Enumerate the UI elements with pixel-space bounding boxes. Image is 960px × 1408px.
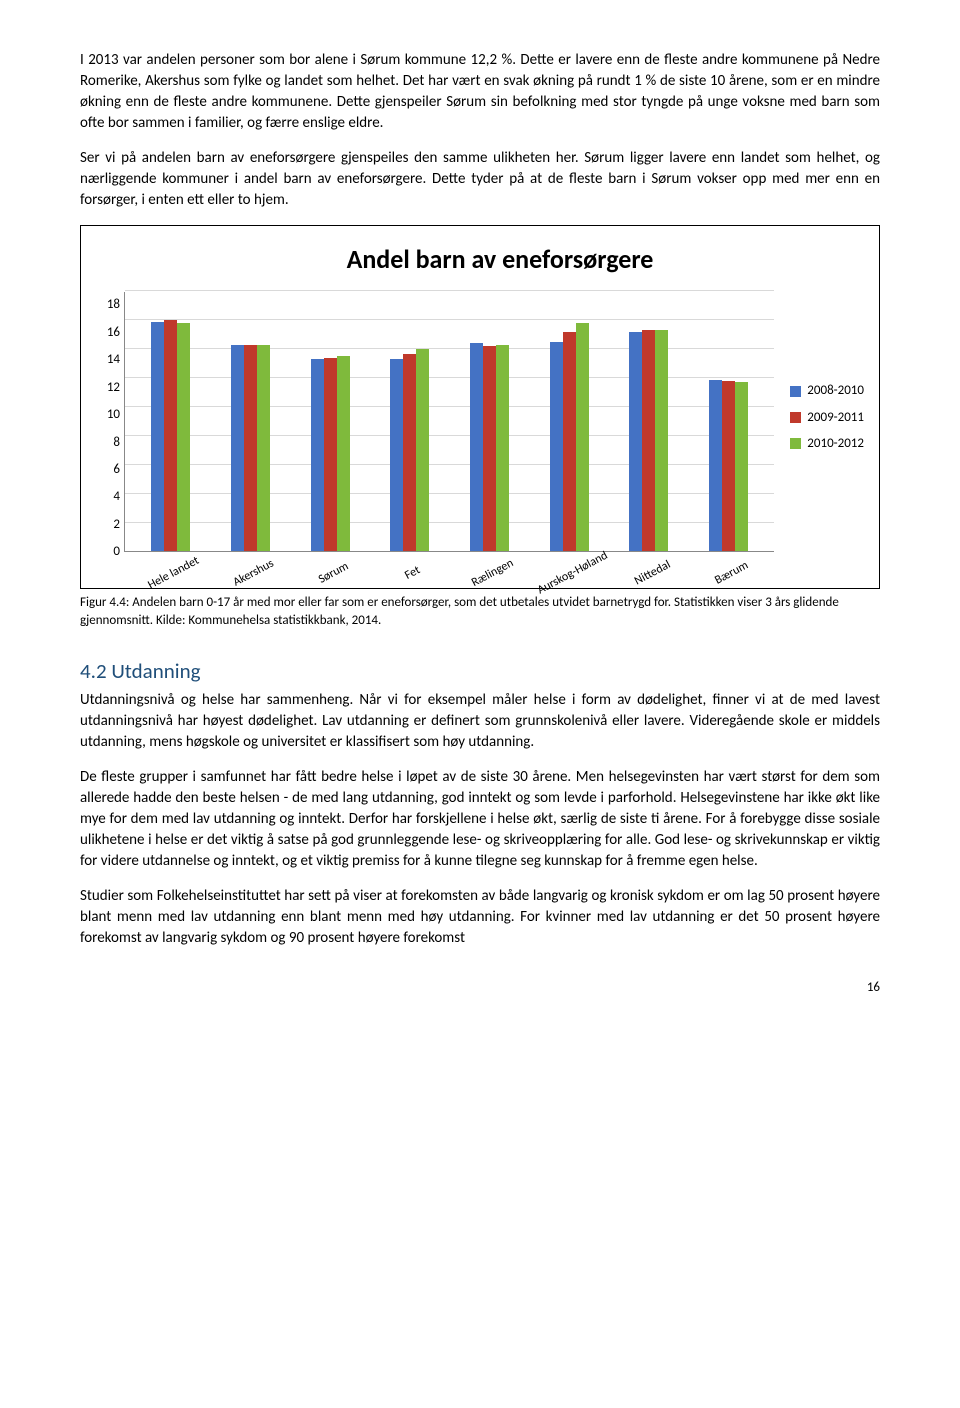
paragraph-5: Studier som Folkehelseinstituttet har se… [80,886,880,949]
chart-caption: Figur 4.4: Andelen barn 0-17 år med mor … [80,594,880,630]
bar-group [211,345,291,552]
bar [655,330,668,551]
legend-label: 2008-2010 [807,382,864,400]
bar [244,345,257,552]
chart-area: 0 2 4 6 8 10 12 14 16 18 Hele landetAkershusSørum… [96,292,864,583]
x-axis: Hele landetAkershusSørumFetRælingenAursk… [124,552,774,583]
paragraph-2: Ser vi på andelen barn av eneforsørgere … [80,148,880,211]
legend-swatch [790,386,801,397]
bar [496,345,509,552]
chart-title: Andel barn av eneforsørgere [136,241,864,277]
x-label: Sørum [294,548,372,600]
y-tick: 10 [96,408,120,421]
y-tick: 0 [96,545,120,558]
y-tick: 4 [96,490,120,503]
legend-label: 2009-2011 [807,409,864,427]
y-tick: 6 [96,463,120,476]
gridline [125,319,774,320]
y-tick: 14 [96,353,120,366]
plot [124,292,774,552]
bar [231,345,244,552]
chart-container: Andel barn av eneforsørgere 0 2 4 6 8 10 12 14 1… [80,225,880,589]
x-label: Nittedal [613,548,691,600]
legend-swatch [790,412,801,423]
bar [629,332,642,552]
legend-item: 2008-2010 [790,382,864,400]
legend-item: 2010-2012 [790,435,864,453]
y-tick: 12 [96,381,120,394]
section-title: 4.2 Utdanning [80,657,880,686]
bar-group [370,349,450,551]
plot-wrap: Hele landetAkershusSørumFetRælingenAursk… [124,292,774,583]
y-tick: 2 [96,518,120,531]
bar [483,346,496,551]
legend: 2008-2010 2009-2011 2010-2012 [790,382,864,461]
bar-group [131,320,211,551]
bar [164,320,177,551]
bar [576,323,589,551]
bar-group [290,356,370,551]
bar [709,380,722,552]
x-label: Akershus [214,548,292,600]
bar-group [450,343,530,551]
legend-item: 2009-2011 [790,409,864,427]
bar [311,359,324,551]
bar [151,322,164,552]
paragraph-4: De fleste grupper i samfunnet har fått b… [80,767,880,872]
bar-group [689,380,769,552]
bar [563,332,576,552]
bar [735,382,748,551]
x-label: Fet [374,548,452,600]
bar [470,343,483,551]
bar [177,323,190,551]
x-label: Rælingen [454,548,532,600]
bar [550,342,563,551]
page-number: 16 [80,979,880,997]
y-tick: 16 [96,326,120,339]
legend-label: 2010-2012 [807,435,864,453]
bar [337,356,350,551]
bar [257,345,270,552]
y-axis: 024681012141618 [96,292,120,552]
bar [390,359,403,551]
bar-group [609,330,689,551]
paragraph-1: I 2013 var andelen personer som bor alen… [80,50,880,134]
legend-swatch [790,438,801,449]
y-tick: 18 [96,298,120,311]
x-label: Hele landet [135,548,213,600]
bar [642,330,655,551]
bar [722,381,735,551]
y-tick: 8 [96,436,120,449]
bar-group [529,323,609,551]
paragraph-3: Utdanningsnivå og helse har sammenheng. … [80,690,880,753]
x-label: Aurskog-Høland [534,548,612,600]
bar [324,358,337,552]
bar [416,349,429,551]
gridline [125,290,774,291]
bar [403,354,416,552]
x-label: Bærum [693,548,771,600]
